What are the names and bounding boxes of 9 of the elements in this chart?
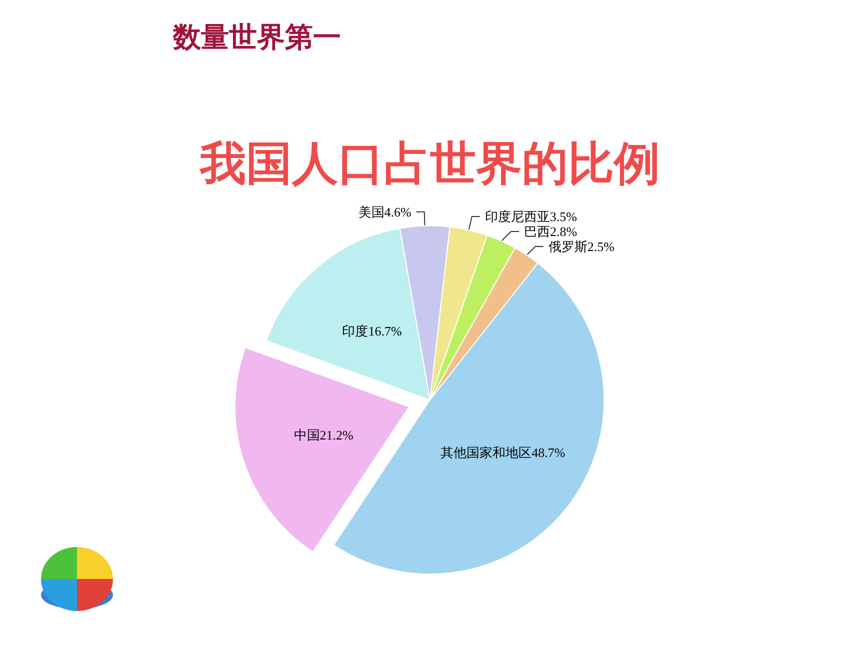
slice-label: 巴西2.8% [524,224,578,239]
slice-label: 印度16.7% [342,323,402,338]
slice-label: 其他国家和地区48.7% [440,445,566,460]
slice-label: 中国21.2% [294,428,354,443]
slice-label: 美国4.6% [358,204,412,220]
slice-label: 印度尼西亚3.5% [484,208,578,224]
slice-label: 俄罗斯2.5% [548,238,615,254]
chart-title: 我国人口占世界的比例 [199,136,660,190]
chart-subtitle: 数量世界第一 [172,20,341,54]
